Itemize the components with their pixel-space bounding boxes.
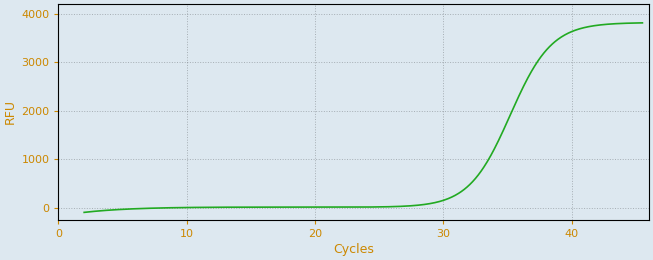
- Y-axis label: RFU: RFU: [4, 99, 17, 124]
- X-axis label: Cycles: Cycles: [333, 243, 374, 256]
